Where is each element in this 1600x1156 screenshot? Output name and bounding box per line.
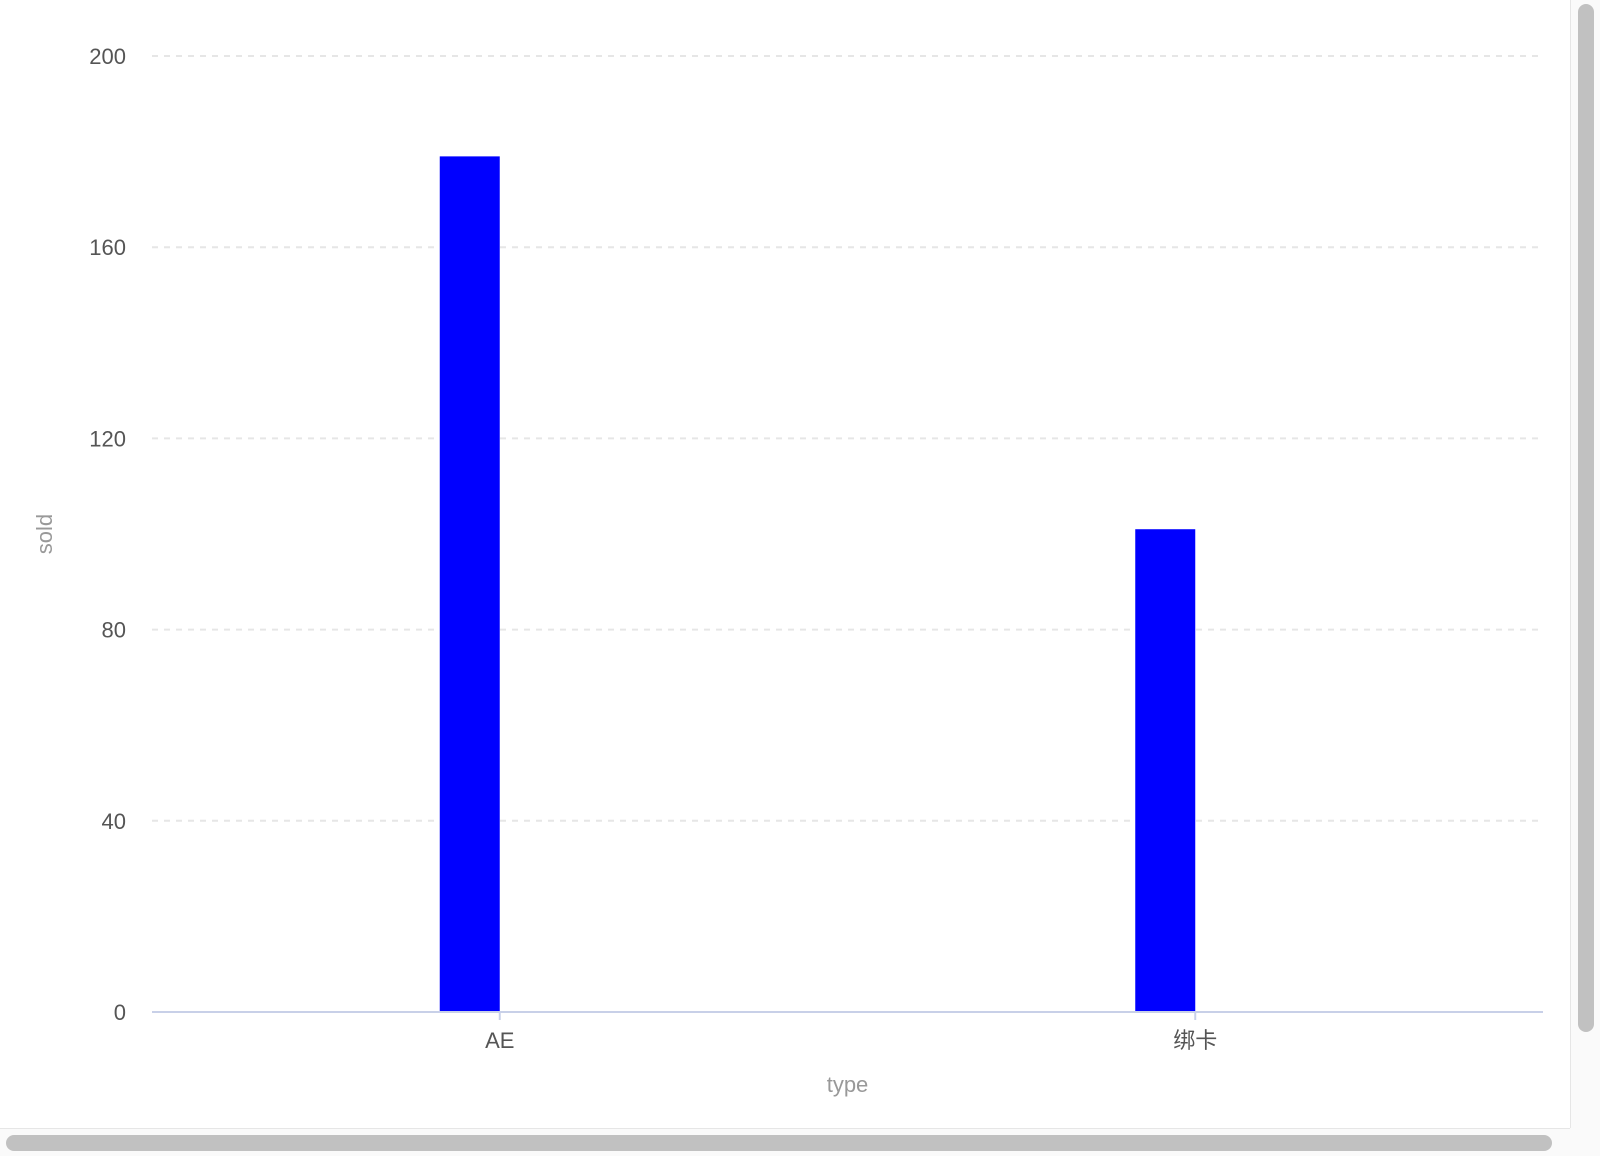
scrollbar-corner <box>1570 1128 1600 1156</box>
x-tick-label: 绑卡 <box>1173 1028 1217 1053</box>
y-tick-label: 120 <box>89 426 126 451</box>
bar[interactable] <box>1135 529 1196 1012</box>
x-axis-title: type <box>827 1072 869 1097</box>
horizontal-scrollbar[interactable] <box>0 1128 1570 1156</box>
y-tick-label: 200 <box>89 44 126 69</box>
y-tick-label: 160 <box>89 235 126 260</box>
bars <box>439 156 1196 1012</box>
y-tick-label: 40 <box>102 809 126 834</box>
bar-chart: 0 40 80 120 160 200 AE 绑卡 type sold <box>32 44 1543 1097</box>
gridlines <box>152 55 1543 822</box>
vertical-scrollbar-thumb[interactable] <box>1578 4 1594 1032</box>
y-tick-label: 80 <box>102 618 126 643</box>
axes: 0 40 80 120 160 200 AE 绑卡 <box>89 44 1543 1053</box>
x-tick-label: AE <box>485 1028 514 1053</box>
chart-viewport: 0 40 80 120 160 200 AE 绑卡 type sold <box>31 44 1543 1097</box>
y-tick-label: 0 <box>114 1000 126 1025</box>
bar[interactable] <box>439 156 500 1012</box>
vertical-scrollbar[interactable] <box>1570 0 1600 1128</box>
horizontal-scrollbar-thumb[interactable] <box>6 1135 1552 1151</box>
y-axis-title: sold <box>32 514 57 554</box>
